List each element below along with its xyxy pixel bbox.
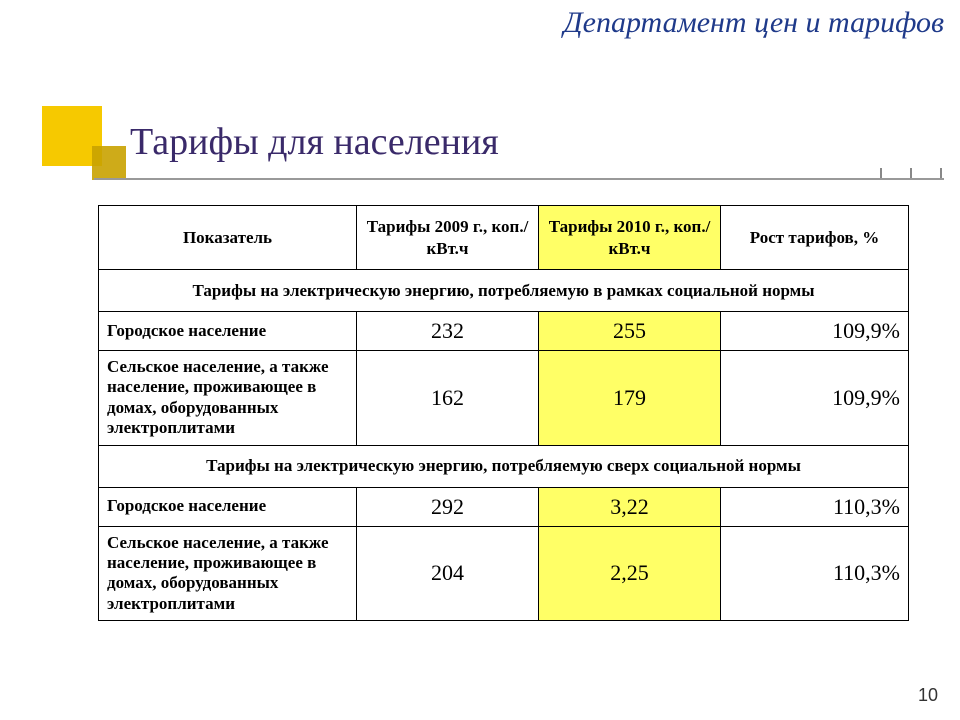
cell-growth: 109,9% <box>721 312 909 351</box>
col-indicator: Показатель <box>99 206 357 270</box>
table-row: Сельское население, а также население, п… <box>99 526 909 621</box>
cell-2010: 255 <box>539 312 721 351</box>
page-title: Тарифы для населения <box>130 120 499 164</box>
decoration-tick <box>910 168 912 178</box>
cell-growth: 110,3% <box>721 526 909 621</box>
col-2010: Тарифы 2010 г., коп./ кВт.ч <box>539 206 721 270</box>
cell-2009: 162 <box>357 351 539 446</box>
section-row: Тарифы на электрическую энергию, потребл… <box>99 270 909 312</box>
section-title: Тарифы на электрическую энергию, потребл… <box>99 445 909 487</box>
table-row: Сельское население, а также население, п… <box>99 351 909 446</box>
tariff-table: Показатель Тарифы 2009 г., коп./ кВт.ч Т… <box>98 205 909 621</box>
cell-2009: 204 <box>357 526 539 621</box>
row-label: Городское население <box>99 312 357 351</box>
cell-2010: 2,25 <box>539 526 721 621</box>
cell-growth: 110,3% <box>721 487 909 526</box>
row-label: Сельское население, а также население, п… <box>99 351 357 446</box>
decoration-line <box>94 178 944 180</box>
table-row: Городское население 232 255 109,9% <box>99 312 909 351</box>
cell-2010: 179 <box>539 351 721 446</box>
col-2009: Тарифы 2009 г., коп./ кВт.ч <box>357 206 539 270</box>
table-row: Городское население 292 3,22 110,3% <box>99 487 909 526</box>
cell-growth: 109,9% <box>721 351 909 446</box>
cell-2009: 232 <box>357 312 539 351</box>
decoration-square-small <box>92 146 126 180</box>
page-number: 10 <box>918 685 938 706</box>
cell-2010: 3,22 <box>539 487 721 526</box>
col-growth: Рост тарифов, % <box>721 206 909 270</box>
cell-2009: 292 <box>357 487 539 526</box>
row-label: Сельское население, а также население, п… <box>99 526 357 621</box>
section-row: Тарифы на электрическую энергию, потребл… <box>99 445 909 487</box>
table-header-row: Показатель Тарифы 2009 г., коп./ кВт.ч Т… <box>99 206 909 270</box>
row-label: Городское население <box>99 487 357 526</box>
department-header: Департамент цен и тарифов <box>564 6 944 40</box>
decoration-tick <box>880 168 882 178</box>
section-title: Тарифы на электрическую энергию, потребл… <box>99 270 909 312</box>
decoration-tick <box>940 168 942 178</box>
